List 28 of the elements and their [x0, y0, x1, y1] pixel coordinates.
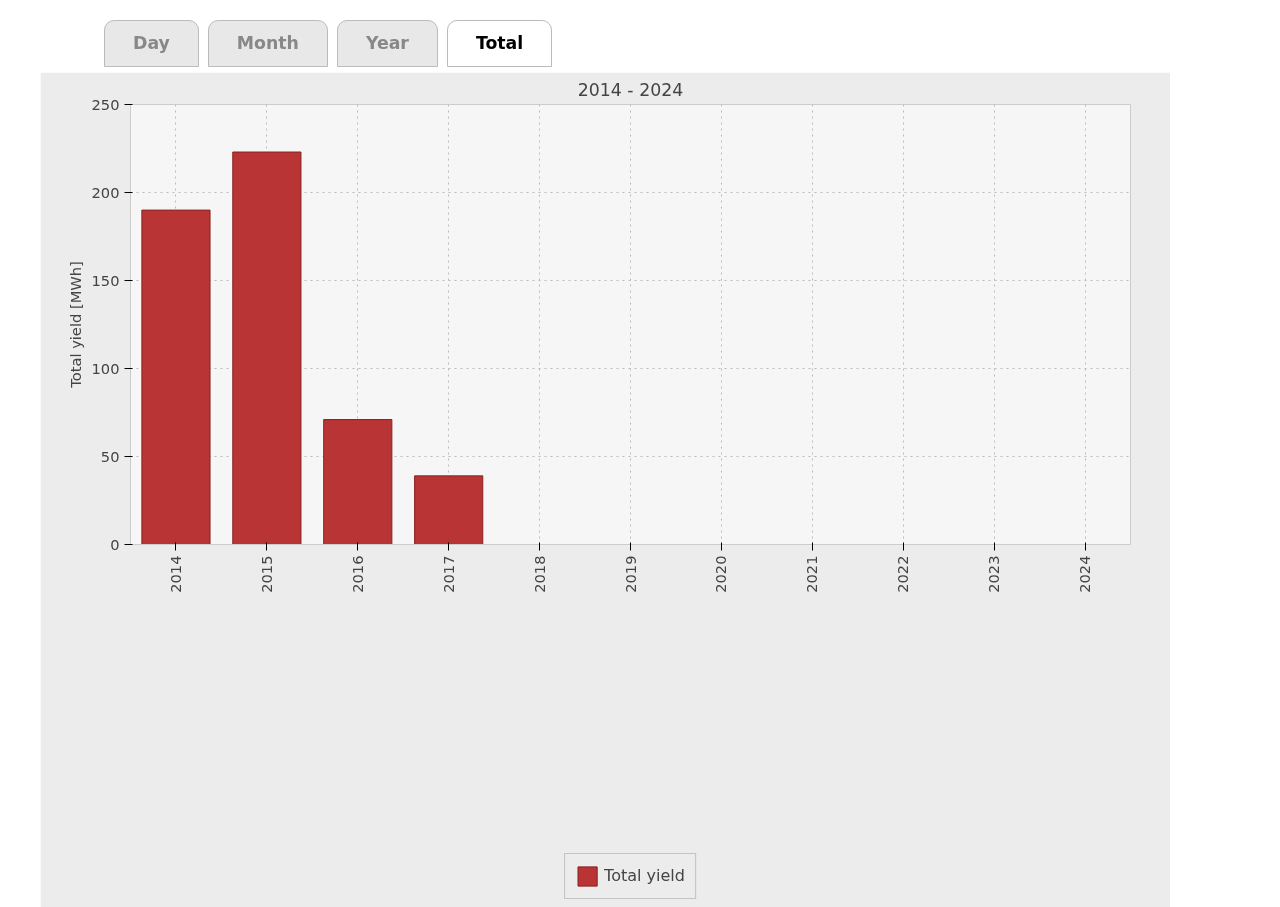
- x-tick-label: 2021: [803, 555, 821, 593]
- y-tick-label: 100: [91, 359, 120, 377]
- bar: [141, 209, 211, 545]
- x-tick-label: 2019: [621, 555, 639, 593]
- x-tick-label: 2020: [712, 555, 730, 593]
- bar: [232, 151, 302, 545]
- text: Month: [236, 32, 299, 55]
- y-tick-label: 50: [100, 447, 120, 465]
- x-tick-label: 2016: [348, 555, 366, 593]
- x-tick-label: 2014: [166, 555, 184, 593]
- chart-title: 2014 - 2024: [577, 79, 684, 100]
- x-tick-label: 2018: [530, 555, 548, 593]
- x-tick-label: 2023: [985, 555, 1003, 593]
- x-tick-label: 2015: [257, 555, 275, 593]
- text: Day: [133, 32, 170, 55]
- x-tick-label: 2024: [1076, 555, 1094, 593]
- y-axis-title: Total yield [MWh]: [66, 260, 84, 389]
- legend-label: Total yield: [604, 866, 685, 886]
- y-tick-label: 250: [91, 95, 120, 113]
- y-tick-label: 0: [110, 535, 120, 553]
- y-tick-label: 150: [91, 271, 120, 289]
- text: Year: [365, 32, 409, 55]
- bar: [414, 475, 484, 545]
- x-tick-label: 2022: [894, 555, 912, 593]
- x-tick-label: 2017: [439, 555, 457, 593]
- y-tick-label: 200: [91, 183, 120, 201]
- bar: [323, 418, 393, 545]
- text: Total: [475, 32, 524, 55]
